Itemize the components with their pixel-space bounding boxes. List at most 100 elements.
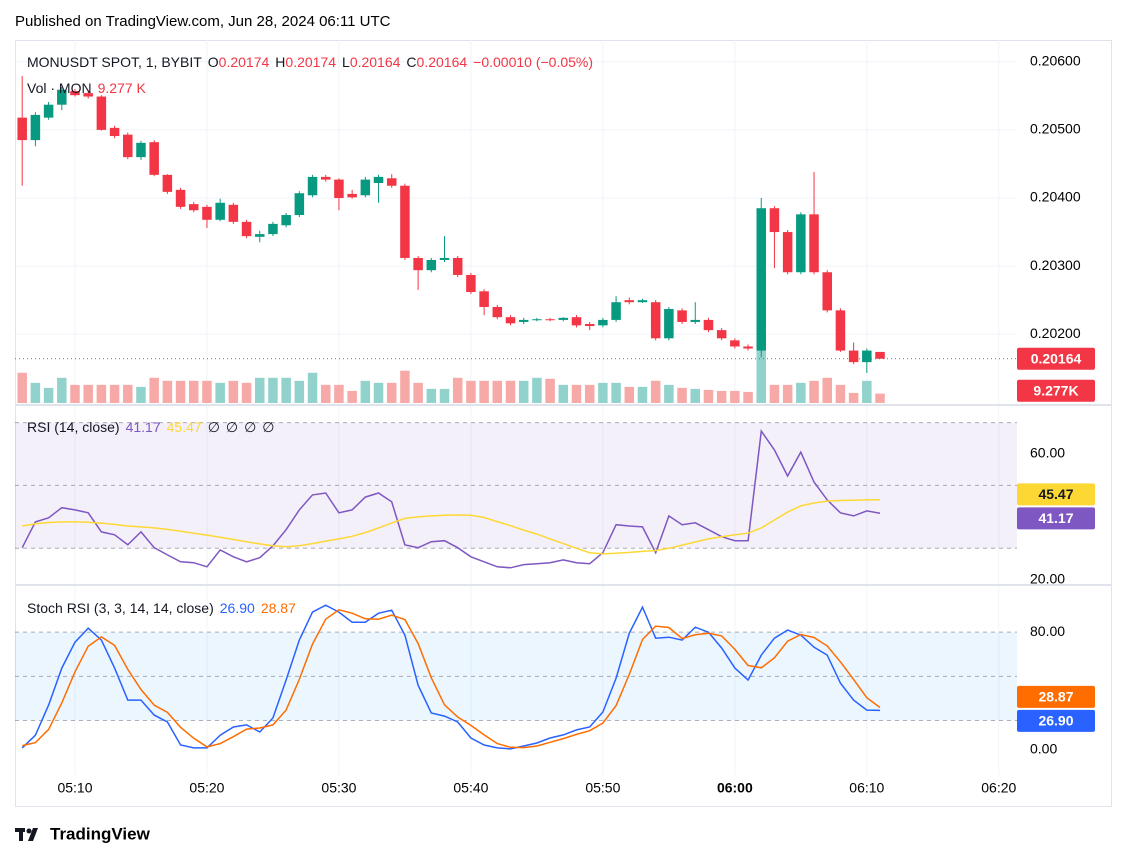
volume-bar: [835, 384, 846, 403]
candle-body: [822, 272, 832, 311]
value-badge: 28.87: [1038, 689, 1073, 705]
candle-body: [756, 208, 767, 351]
candle-body: [400, 185, 410, 258]
volume-bar: [294, 380, 305, 403]
legend-text: ∅: [244, 419, 257, 435]
frame: [15, 40, 1112, 807]
candle-body: [334, 179, 344, 199]
legend-text: 41.17: [125, 419, 161, 435]
candle-body: [43, 104, 54, 118]
candle-body: [109, 127, 120, 137]
volume-bar: [664, 384, 674, 403]
indicator-line: [22, 608, 881, 749]
volume-bar: [360, 380, 371, 403]
volume-bar: [598, 382, 608, 403]
volume-bar: [532, 377, 542, 403]
volume-bar: [769, 384, 780, 403]
y-tick-label: 0.00: [1030, 741, 1057, 757]
candle-body: [281, 215, 291, 226]
value-badge: 41.17: [1038, 510, 1073, 526]
candle-body: [677, 310, 687, 322]
volume-bar: [109, 384, 120, 403]
volume-bar: [123, 384, 133, 403]
volume-bar: [413, 382, 423, 403]
value-badge: 45.47: [1038, 486, 1073, 502]
legend-text: Stoch RSI (3, 3, 14, 14, close): [27, 600, 214, 616]
volume-bar: [809, 380, 819, 403]
legend-text: RSI (14, close): [27, 419, 120, 435]
volume-bar: [862, 380, 872, 403]
volume-bar: [149, 377, 159, 403]
volume-bar: [386, 382, 397, 403]
candle-body: [875, 351, 885, 359]
candle-body: [598, 319, 608, 326]
candle-body: [30, 114, 41, 141]
volume-bar: [875, 393, 885, 403]
volume-bar: [518, 380, 529, 403]
legend-text: O: [207, 54, 219, 70]
x-tick-label: 05:50: [585, 780, 620, 796]
candle-body: [70, 91, 80, 96]
volume-bar: [466, 380, 476, 403]
candle-body: [254, 234, 265, 237]
candle-body: [796, 214, 806, 273]
volume-bar: [400, 370, 410, 403]
candle-body: [624, 300, 635, 303]
candle-body: [123, 134, 133, 158]
price-badge: 0.20164: [1031, 350, 1082, 366]
y-tick-label: 20.00: [1030, 570, 1065, 586]
candle-body: [558, 317, 569, 320]
volume-bar: [241, 382, 252, 403]
candle-body: [360, 179, 371, 196]
candle-body: [175, 189, 186, 207]
volume-bar: [162, 380, 173, 403]
volume-bar: [136, 386, 146, 403]
candle-body: [347, 193, 357, 198]
candle-body: [452, 257, 463, 275]
legend-text: ∅: [207, 419, 220, 435]
candle-body: [611, 302, 621, 320]
candle-body: [571, 317, 582, 326]
candle-body: [664, 309, 674, 339]
candle-body: [782, 232, 793, 273]
legend-text: 0.20174: [218, 54, 270, 70]
volume-bar: [320, 384, 331, 403]
volume-bar: [373, 382, 384, 403]
candle-body: [479, 291, 489, 307]
x-tick-label: 06:10: [849, 780, 884, 796]
legend-text: 9.277 K: [97, 80, 146, 96]
y-tick-label: 0.20200: [1030, 325, 1081, 341]
y-tick-label: 0.20500: [1030, 121, 1081, 137]
candle-body: [320, 176, 331, 180]
legend-text: C: [406, 54, 417, 70]
candle-body: [136, 142, 146, 158]
candle-body: [189, 204, 199, 211]
volume-bar: [215, 382, 225, 403]
volume-bar: [439, 388, 450, 403]
candle-body: [743, 346, 753, 349]
y-tick-label: 0.20600: [1030, 52, 1081, 68]
published-note: Published on TradingView.com, Jun 28, 20…: [15, 13, 391, 30]
candle-body: [202, 206, 212, 220]
volume-bar: [57, 377, 67, 403]
candle-body: [532, 319, 542, 321]
candle-body: [505, 317, 516, 324]
candle-body: [149, 142, 159, 175]
value-badge: 26.90: [1038, 713, 1073, 729]
y-tick-label: 80.00: [1030, 623, 1065, 639]
x-tick-label: 05:40: [453, 780, 488, 796]
volume-bar: [703, 389, 714, 403]
candle-body: [650, 302, 661, 339]
volume-bar: [650, 380, 661, 403]
volume-badge: 9.277K: [1033, 382, 1078, 398]
volume-bar: [730, 390, 740, 403]
legend-text: L: [342, 54, 350, 70]
volume-bar: [545, 378, 555, 403]
legend-text: 0.20164: [416, 54, 468, 70]
legend: RSI (14, close) 41.17 45.47 ∅ ∅ ∅ ∅: [27, 419, 275, 436]
volume-bar: [796, 382, 806, 403]
candle-body: [426, 259, 437, 271]
legend-text: 26.90: [219, 600, 255, 616]
volume-bar: [848, 392, 859, 403]
